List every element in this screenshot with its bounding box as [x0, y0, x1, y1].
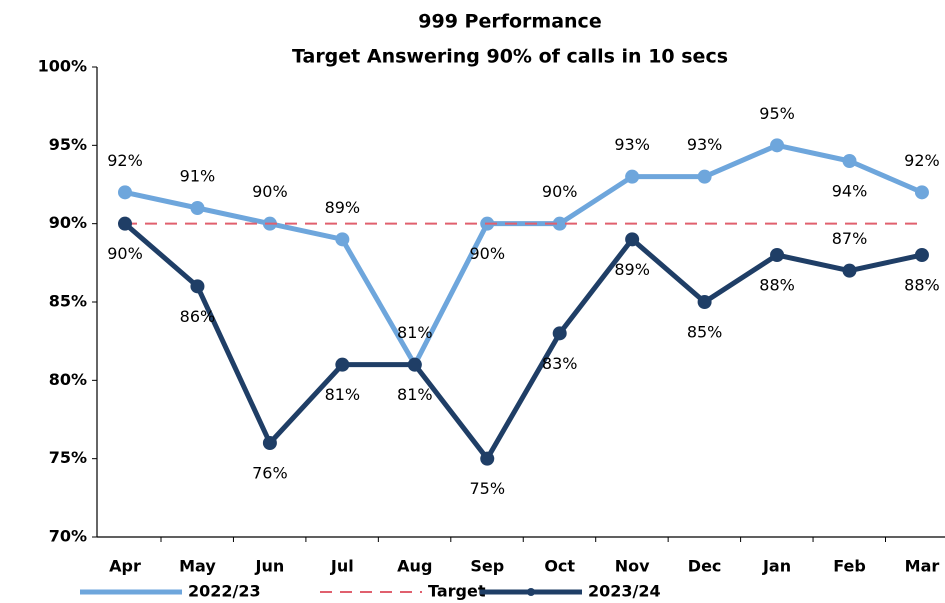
x-tick-label: Jun: [255, 557, 285, 576]
data-label: 83%: [542, 354, 578, 373]
legend-label: 2022/23: [188, 582, 261, 601]
data-label: 94%: [832, 182, 868, 201]
x-tick-label: Sep: [470, 557, 504, 576]
legend-marker: [527, 588, 535, 596]
legend-label: 2023/24: [588, 582, 661, 601]
data-label: 89%: [614, 260, 650, 279]
point: [335, 357, 350, 372]
point: [190, 279, 205, 294]
data-label: 76%: [252, 464, 288, 483]
data-label: 92%: [904, 151, 940, 170]
data-label: 88%: [759, 276, 795, 295]
point: [697, 169, 712, 184]
data-label: 81%: [397, 385, 433, 404]
point: [625, 232, 640, 247]
y-tick-label: 85%: [49, 292, 87, 311]
data-label: 95%: [759, 104, 795, 123]
data-label: 81%: [325, 385, 361, 404]
series-line: [123, 221, 923, 462]
point: [552, 216, 567, 231]
point: [770, 248, 785, 262]
data-label: 90%: [252, 182, 288, 201]
point: [842, 154, 857, 168]
x-tick-label: Mar: [905, 557, 940, 576]
y-tick-label: 95%: [49, 135, 87, 154]
y-tick-label: 100%: [38, 57, 87, 76]
point: [697, 295, 712, 309]
chart-subtitle: Target Answering 90% of calls in 10 secs: [292, 46, 728, 68]
x-tick-label: Aug: [397, 557, 432, 576]
point: [770, 138, 785, 153]
data-label: 89%: [325, 198, 361, 217]
x-tick-label: Nov: [615, 557, 650, 576]
data-label: 90%: [107, 244, 143, 263]
data-label: 86%: [180, 307, 216, 326]
x-tick-label: Apr: [109, 557, 141, 576]
point: [914, 248, 929, 262]
x-tick-label: May: [179, 557, 216, 576]
point: [914, 185, 929, 200]
legend-label: Target: [428, 582, 486, 601]
data-label: 75%: [469, 479, 505, 498]
y-tick-label: 75%: [49, 448, 87, 467]
data-label: 92%: [107, 151, 143, 170]
point: [552, 326, 567, 341]
point: [118, 185, 132, 200]
data-label: 81%: [397, 323, 433, 342]
series-line: [124, 142, 923, 368]
chart-title: 999 Performance: [418, 11, 601, 33]
x-tick-label: Jul: [330, 557, 354, 576]
data-label: 91%: [180, 167, 216, 186]
point: [407, 357, 422, 372]
point: [335, 232, 350, 247]
data-label: 90%: [542, 182, 578, 201]
y-tick-label: 80%: [49, 370, 87, 389]
y-tick-label: 70%: [49, 527, 87, 546]
data-label: 93%: [614, 135, 650, 154]
data-label: 88%: [904, 276, 940, 295]
point: [190, 201, 205, 215]
point: [118, 216, 132, 231]
point: [625, 169, 640, 184]
data-label: 87%: [832, 229, 868, 248]
point: [842, 263, 857, 278]
x-tick-label: Feb: [833, 557, 866, 576]
data-label: 93%: [687, 135, 723, 154]
x-tick-label: Jan: [762, 557, 791, 576]
x-tick-label: Dec: [688, 557, 722, 576]
point: [480, 451, 495, 466]
point: [262, 436, 277, 450]
data-label: 90%: [469, 244, 505, 263]
y-tick-label: 90%: [49, 213, 87, 232]
x-tick-label: Oct: [544, 557, 575, 576]
data-label: 85%: [687, 323, 723, 342]
